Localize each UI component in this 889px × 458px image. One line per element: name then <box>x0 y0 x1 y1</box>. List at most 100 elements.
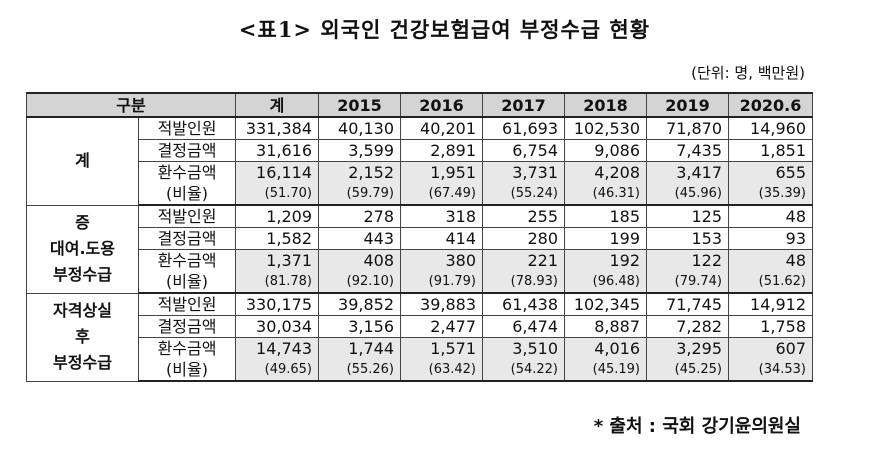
group-category-line: 계 <box>75 151 90 171</box>
cell-ratio: (35.39) <box>758 186 807 201</box>
cell-ratio: (45.96) <box>674 186 723 201</box>
table-cell: 61,693 <box>482 116 566 140</box>
cell-ratio: (54.22) <box>510 362 559 377</box>
row-label-main: 적발인원 <box>157 207 217 226</box>
header-total: 계 <box>235 92 320 118</box>
table-cell: 1,851 <box>728 139 814 162</box>
row-label-main: 적발인원 <box>157 119 217 138</box>
table-cell: 1,758 <box>728 315 814 338</box>
table-cell: 93 <box>728 227 814 250</box>
cell-value: 40,201 <box>420 119 477 138</box>
source-note: * 출처 : 국회 강기윤의원실 <box>593 416 801 437</box>
row-label: 적발인원 <box>137 292 237 316</box>
cell-value: 93 <box>785 229 807 248</box>
row-label: 환수금액 (비율) <box>137 161 237 206</box>
cell-value: 3,156 <box>348 317 395 336</box>
cell-ratio: (92.10) <box>346 274 395 289</box>
group-category-line: 후 <box>75 327 90 346</box>
cell-value: 122 <box>691 251 723 270</box>
group-category: 계 <box>26 116 139 206</box>
cell-value: 6,754 <box>512 141 559 160</box>
cell-value: 318 <box>445 207 477 226</box>
cell-value: 3,417 <box>676 163 723 182</box>
table-cell: 14,912 <box>728 292 814 316</box>
table-cell: 1,951 (67.49) <box>400 161 484 206</box>
cell-ratio: (46.31) <box>592 186 641 201</box>
header-2017: 2017 <box>482 92 566 118</box>
group-category-line: 부정수급 <box>53 265 112 284</box>
cell-value: 48 <box>785 207 807 226</box>
table-row: 계 적발인원 331,384 40,130 40,201 61,693 102,530 71,… <box>26 116 814 206</box>
cell-value: 61,693 <box>502 119 559 138</box>
cell-value: 408 <box>363 251 395 270</box>
header-2019: 2019 <box>646 92 730 118</box>
table-cell: 71,745 <box>646 292 730 316</box>
row-label: 적발인원 <box>137 204 237 228</box>
table-cell: 40,130 <box>318 116 402 140</box>
header-category: 구분 <box>25 92 237 118</box>
table-cell: 71,870 <box>646 116 730 140</box>
table-cell: 31,616 <box>235 139 320 162</box>
table-cell: 16,114 (51.70) <box>235 161 320 206</box>
table-cell: 8,887 <box>564 315 648 338</box>
cell-value: 1,758 <box>760 317 807 336</box>
table-row: 결정금액 30,034 3,156 2,477 6,474 8,887 7,282 1,758 <box>27 315 814 338</box>
table-cell: 122 (79.74) <box>646 249 730 294</box>
row-label-main: 결정금액 <box>157 229 217 248</box>
cell-ratio: (67.49) <box>428 186 477 201</box>
row-label: 환수금액 (비율) <box>137 337 237 382</box>
cell-value: 278 <box>363 207 395 226</box>
table-cell: 48 <box>728 204 814 228</box>
group-category-line: 대여.도용 <box>50 239 115 258</box>
row-label-main: 환수금액 <box>157 251 217 270</box>
cell-value: 14,960 <box>750 119 807 138</box>
table-cell: 102,345 <box>564 292 648 316</box>
table-row: 자격상실 후 부정수급 적발인원 330,175 39,852 39,883 61,438 10… <box>26 292 814 382</box>
cell-value: 153 <box>691 229 723 248</box>
table-cell: 6,474 <box>482 315 566 338</box>
table-cell: 39,852 <box>318 292 402 316</box>
row-label: 결정금액 <box>137 139 237 162</box>
cell-value: 192 <box>609 251 641 270</box>
cell-value: 102,345 <box>573 295 641 314</box>
row-label-main: 결정금액 <box>157 141 217 160</box>
table-row: 결정금액 1,582 443 414 280 199 153 93 <box>27 227 814 250</box>
cell-value: 330,175 <box>245 295 313 314</box>
cell-value: 48 <box>785 251 807 270</box>
row-label-ratio: (비율) <box>166 360 208 379</box>
cell-value: 1,582 <box>266 229 313 248</box>
table-cell: 255 <box>482 204 566 228</box>
row-label-main: 적발인원 <box>157 295 217 314</box>
table-row: 환수금액 (비율) 1,371 (81.78) 408 (92.10) 380 (91.79)… <box>27 249 814 294</box>
cell-ratio: (51.62) <box>758 274 807 289</box>
table-cell: 3,417 (45.96) <box>646 161 730 206</box>
header-row: 구분 계 2015 2016 2017 2018 2019 2020.6 <box>25 92 814 118</box>
cell-value: 1,851 <box>760 141 807 160</box>
table-cell: 185 <box>564 204 648 228</box>
cell-value: 2,891 <box>430 141 477 160</box>
header-2016: 2016 <box>400 92 484 118</box>
row-label: 결정금액 <box>137 315 237 338</box>
row-label-main: 결정금액 <box>157 317 217 336</box>
table-cell: 2,891 <box>400 139 484 162</box>
cell-value: 3,731 <box>512 163 559 182</box>
cell-value: 1,744 <box>348 339 395 358</box>
cell-value: 3,295 <box>676 339 723 358</box>
cell-value: 16,114 <box>256 163 313 182</box>
row-label-ratio: (비율) <box>166 272 208 291</box>
group-category-line: 자격상실 <box>53 301 112 320</box>
table-cell: 14,960 <box>728 116 814 140</box>
cell-value: 9,086 <box>594 141 641 160</box>
cell-value: 71,870 <box>666 119 723 138</box>
table-cell: 48 (51.62) <box>728 249 814 294</box>
table-cell: 3,599 <box>318 139 402 162</box>
table-cell: 102,530 <box>564 116 648 140</box>
table-cell: 7,282 <box>646 315 730 338</box>
cell-ratio: (63.42) <box>428 362 477 377</box>
cell-ratio: (49.65) <box>264 362 313 377</box>
cell-ratio: (55.26) <box>346 362 395 377</box>
header-2020-6: 2020.6 <box>728 92 814 118</box>
table-row: 환수금액 (비율) 14,743 (49.65) 1,744 (55.26) 1,571 (6… <box>27 337 814 382</box>
table-cell: 280 <box>482 227 566 250</box>
table-cell: 61,438 <box>482 292 566 316</box>
